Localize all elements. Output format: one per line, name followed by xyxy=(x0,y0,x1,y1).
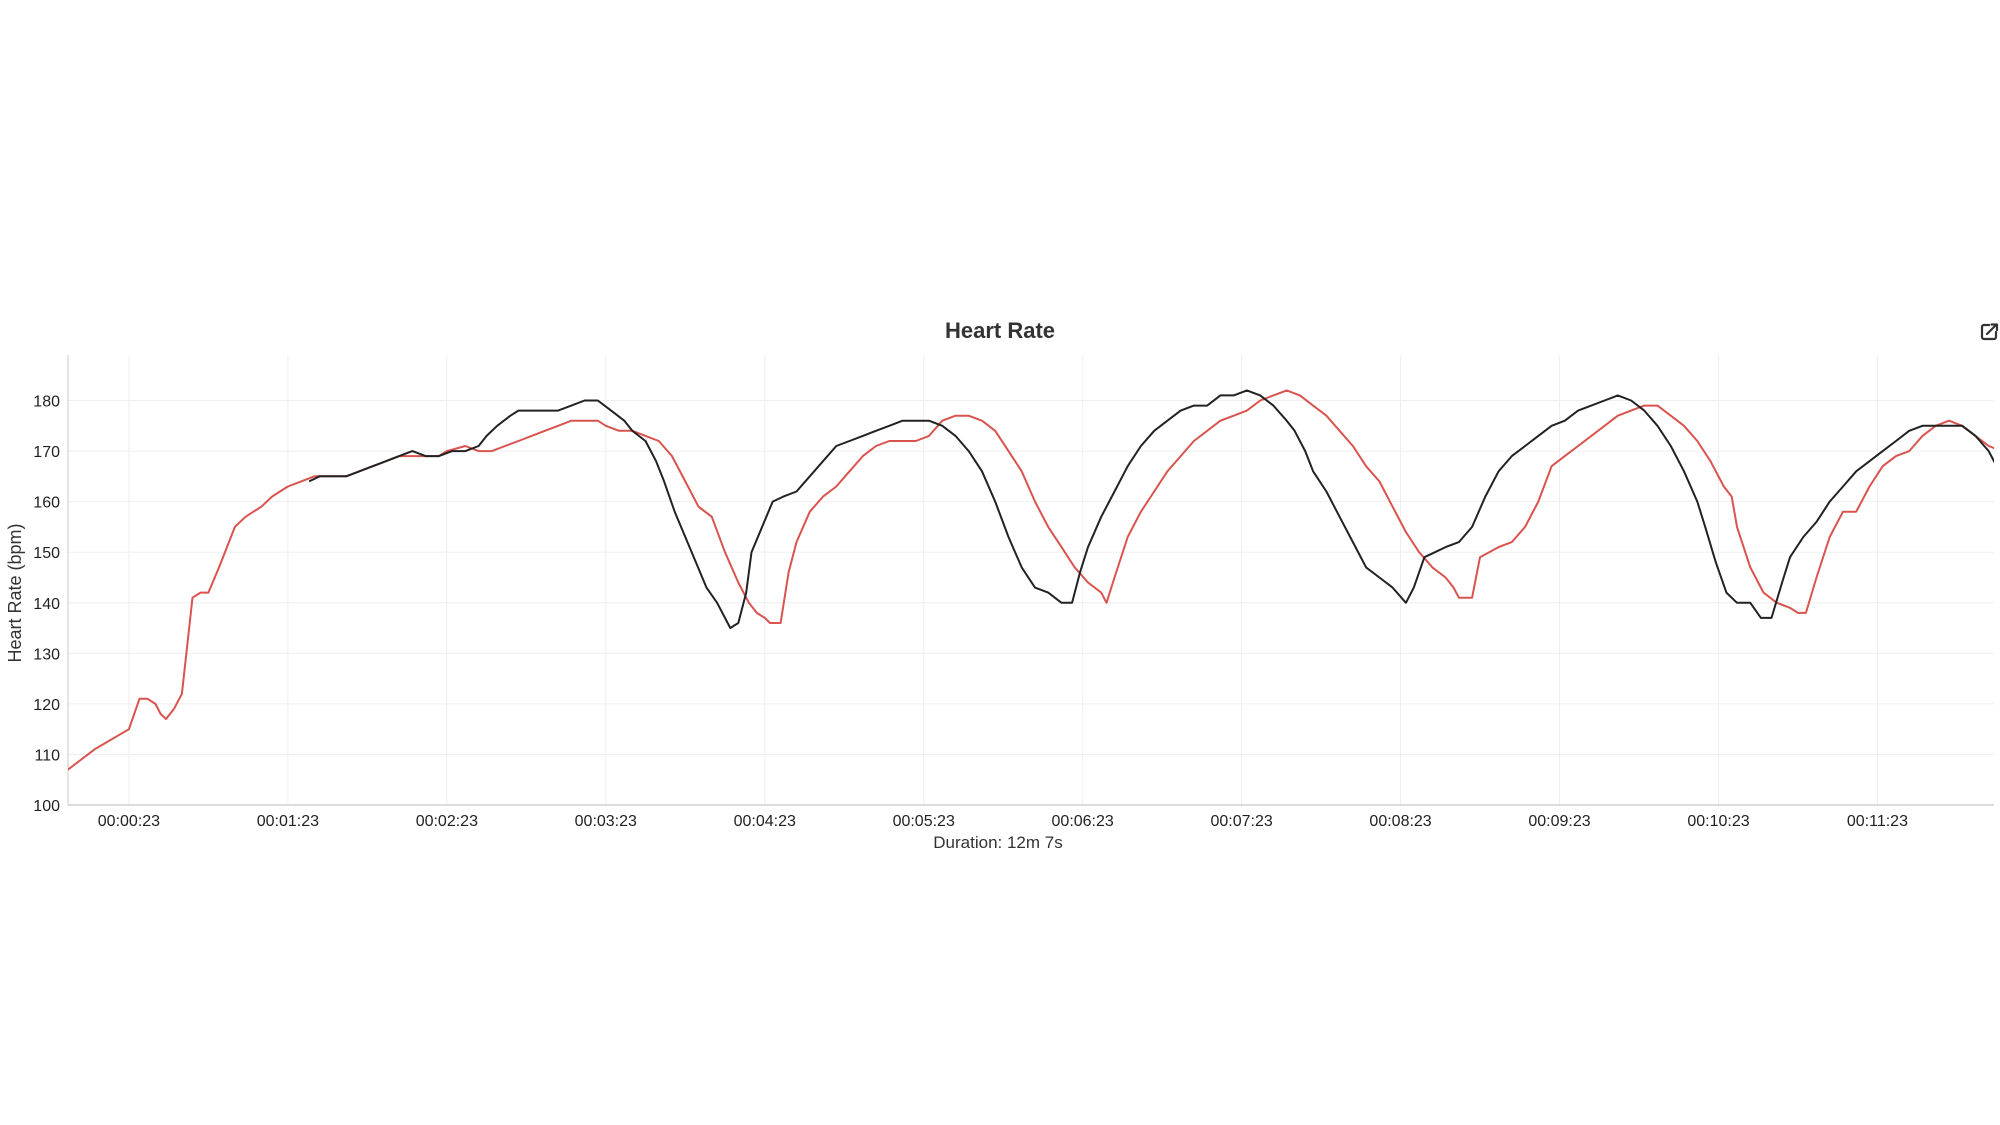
y-tick-label: 140 xyxy=(33,596,60,613)
x-tick-label: 00:06:23 xyxy=(1052,813,1114,830)
x-tick-label: 00:08:23 xyxy=(1369,813,1431,830)
y-tick-label: 130 xyxy=(33,646,60,663)
x-tick-label: 00:10:23 xyxy=(1687,813,1749,830)
x-tick-label: 00:00:23 xyxy=(98,813,160,830)
series-line-2 xyxy=(308,389,1994,629)
x-tick-label: 00:07:23 xyxy=(1210,813,1272,830)
labels-layer: 100 110 120 130 140 150 160 170 180 00:00:23 00:01… xyxy=(33,394,1908,830)
x-tick-label: 00:04:23 xyxy=(734,813,796,830)
x-tick-label: 00:03:23 xyxy=(575,813,637,830)
x-tick-label: 00:11:23 xyxy=(1847,813,1908,830)
series-layer xyxy=(68,389,1994,771)
series-line-1 xyxy=(68,389,1994,771)
edit-export-icon xyxy=(1980,323,1999,341)
y-tick-label: 170 xyxy=(33,444,60,461)
x-axis-title: Duration: 12m 7s xyxy=(933,833,1062,852)
y-tick-label: 150 xyxy=(33,545,60,562)
x-tick-label: 00:09:23 xyxy=(1528,813,1590,830)
chart-title: Heart Rate xyxy=(944,318,1056,343)
y-axis-title: Heart Rate (bpm) xyxy=(5,523,25,662)
x-tick-label: 00:01:23 xyxy=(257,813,319,830)
axes-layer xyxy=(67,355,1994,806)
x-tick-label: 00:02:23 xyxy=(416,813,478,830)
y-tick-label: 120 xyxy=(33,697,60,714)
x-tick-label: 00:05:23 xyxy=(893,813,955,830)
y-tick-label: 160 xyxy=(33,495,60,512)
y-tick-label: 180 xyxy=(33,394,60,411)
y-tick-label: 110 xyxy=(34,747,60,764)
y-tick-label: 100 xyxy=(33,798,60,815)
export-button[interactable] xyxy=(1978,321,2000,343)
